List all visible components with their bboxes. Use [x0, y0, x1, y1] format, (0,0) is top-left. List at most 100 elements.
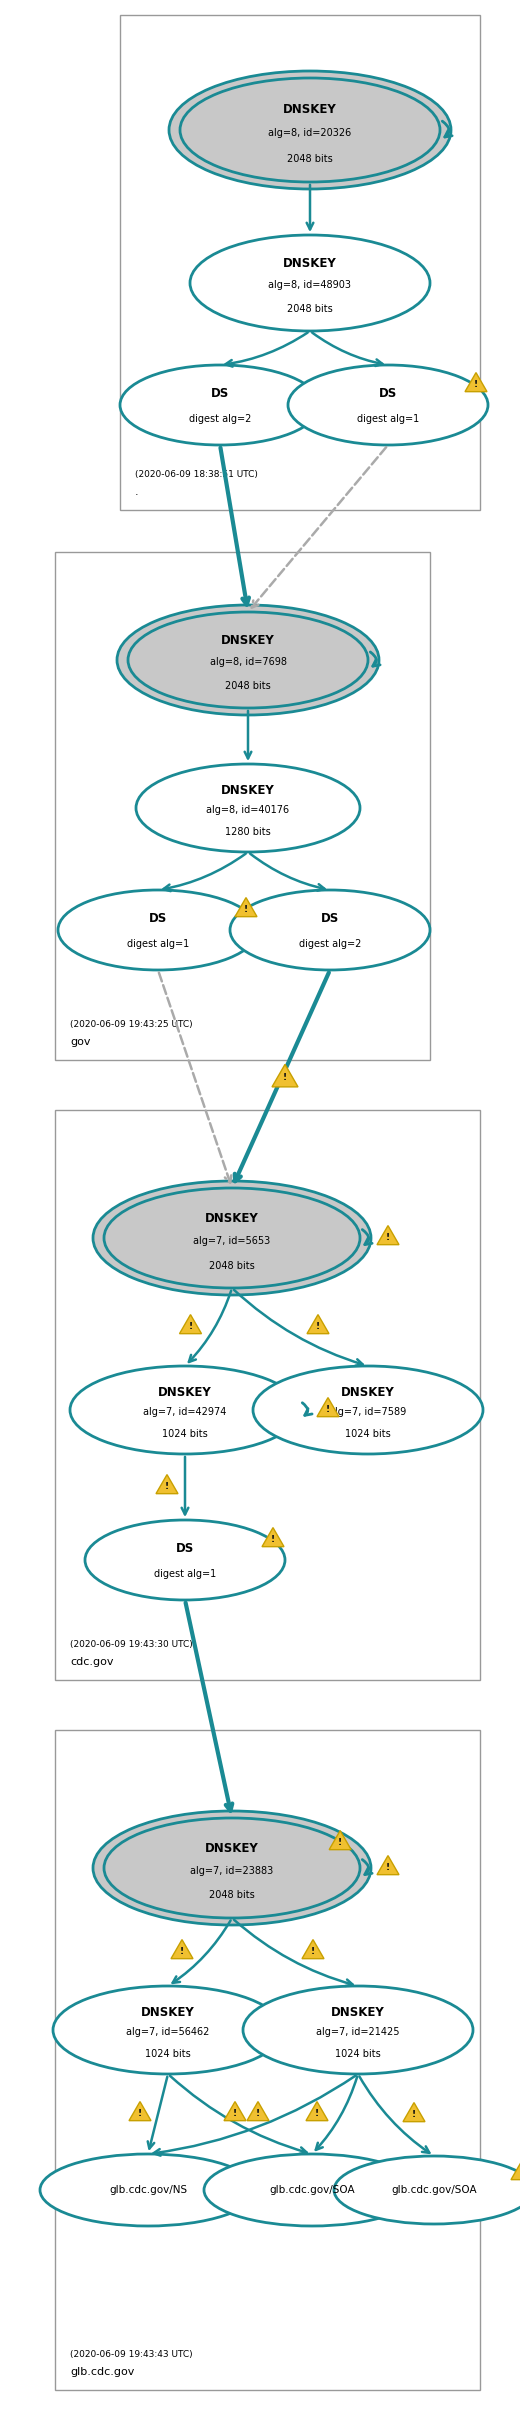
Text: alg=7, id=56462: alg=7, id=56462: [126, 2028, 210, 2038]
Ellipse shape: [243, 1987, 473, 2074]
Text: glb.cdc.gov: glb.cdc.gov: [70, 2366, 134, 2376]
Text: 2048 bits: 2048 bits: [225, 682, 271, 691]
Text: !: !: [271, 1535, 275, 1544]
Text: alg=8, id=20326: alg=8, id=20326: [268, 128, 352, 138]
Text: DNSKEY: DNSKEY: [158, 1385, 212, 1399]
Ellipse shape: [230, 889, 430, 969]
Polygon shape: [224, 2103, 246, 2120]
Ellipse shape: [70, 1366, 300, 1455]
Polygon shape: [306, 2103, 328, 2120]
Text: DNSKEY: DNSKEY: [283, 256, 337, 271]
Polygon shape: [307, 1315, 329, 1334]
Text: !: !: [311, 1946, 315, 1955]
Text: glb.cdc.gov/SOA: glb.cdc.gov/SOA: [269, 2185, 355, 2195]
Ellipse shape: [334, 2156, 520, 2224]
Polygon shape: [465, 372, 487, 392]
Text: !: !: [188, 1322, 192, 1329]
Text: !: !: [138, 2108, 142, 2117]
Text: !: !: [180, 1946, 184, 1955]
Text: digest alg=2: digest alg=2: [189, 413, 251, 423]
Text: DNSKEY: DNSKEY: [341, 1385, 395, 1399]
Text: DNSKEY: DNSKEY: [283, 102, 337, 116]
Polygon shape: [403, 2103, 425, 2122]
Ellipse shape: [204, 2154, 420, 2226]
Text: (2020-06-09 19:43:43 UTC): (2020-06-09 19:43:43 UTC): [70, 2349, 192, 2359]
Polygon shape: [171, 1938, 193, 1958]
Text: 1024 bits: 1024 bits: [162, 1428, 208, 1438]
Text: DS: DS: [321, 911, 339, 926]
Text: alg=8, id=7698: alg=8, id=7698: [210, 657, 287, 667]
Text: .: .: [135, 486, 139, 498]
Text: DNSKEY: DNSKEY: [205, 1842, 259, 1854]
Ellipse shape: [53, 1987, 283, 2074]
Text: DNSKEY: DNSKEY: [221, 783, 275, 798]
Text: 1024 bits: 1024 bits: [145, 2050, 191, 2059]
Polygon shape: [247, 2103, 269, 2120]
Text: alg=8, id=48903: alg=8, id=48903: [268, 280, 352, 290]
Text: DS: DS: [379, 387, 397, 401]
Text: !: !: [338, 1837, 342, 1847]
Text: !: !: [165, 1482, 169, 1491]
Ellipse shape: [136, 764, 360, 853]
Text: 1024 bits: 1024 bits: [335, 2050, 381, 2059]
FancyBboxPatch shape: [55, 1731, 480, 2390]
Ellipse shape: [120, 365, 320, 445]
Text: (2020-06-09 18:38:51 UTC): (2020-06-09 18:38:51 UTC): [135, 469, 258, 479]
Polygon shape: [329, 1830, 351, 1849]
Text: DS: DS: [149, 911, 167, 926]
Text: alg=7, id=7589: alg=7, id=7589: [329, 1407, 407, 1416]
Polygon shape: [272, 1063, 298, 1088]
Text: 2048 bits: 2048 bits: [287, 155, 333, 164]
Text: (2020-06-09 19:43:30 UTC): (2020-06-09 19:43:30 UTC): [70, 1639, 193, 1648]
Ellipse shape: [128, 612, 368, 708]
Polygon shape: [317, 1397, 339, 1416]
Polygon shape: [262, 1528, 284, 1547]
Ellipse shape: [169, 70, 451, 189]
Text: !: !: [326, 1404, 330, 1414]
FancyBboxPatch shape: [55, 1109, 480, 1680]
Text: DNSKEY: DNSKEY: [205, 1211, 259, 1225]
Text: 2048 bits: 2048 bits: [209, 1262, 255, 1271]
Text: alg=7, id=5653: alg=7, id=5653: [193, 1235, 270, 1245]
Polygon shape: [129, 2103, 151, 2120]
Text: !: !: [474, 379, 478, 389]
Text: !: !: [244, 904, 248, 914]
Text: alg=7, id=21425: alg=7, id=21425: [316, 2028, 400, 2038]
Text: !: !: [283, 1073, 287, 1083]
Text: 1024 bits: 1024 bits: [345, 1428, 391, 1438]
Text: DNSKEY: DNSKEY: [331, 2006, 385, 2018]
Ellipse shape: [104, 1818, 360, 1919]
Ellipse shape: [180, 77, 440, 181]
Polygon shape: [235, 897, 257, 916]
Ellipse shape: [253, 1366, 483, 1455]
Text: digest alg=1: digest alg=1: [154, 1569, 216, 1578]
Polygon shape: [302, 1938, 324, 1958]
Text: DS: DS: [176, 1542, 194, 1554]
Ellipse shape: [288, 365, 488, 445]
Text: !: !: [256, 2108, 260, 2117]
Text: glb.cdc.gov/SOA: glb.cdc.gov/SOA: [391, 2185, 477, 2195]
Polygon shape: [179, 1315, 202, 1334]
Polygon shape: [377, 1225, 399, 1245]
Text: glb.cdc.gov/NS: glb.cdc.gov/NS: [109, 2185, 187, 2195]
Text: digest alg=2: digest alg=2: [299, 938, 361, 950]
Text: alg=7, id=23883: alg=7, id=23883: [190, 1866, 274, 1876]
Text: digest alg=1: digest alg=1: [127, 938, 189, 950]
Polygon shape: [156, 1474, 178, 1494]
Polygon shape: [377, 1856, 399, 1876]
Text: DS: DS: [211, 387, 229, 401]
Polygon shape: [511, 2161, 520, 2180]
Ellipse shape: [93, 1182, 371, 1296]
Text: digest alg=1: digest alg=1: [357, 413, 419, 423]
Text: !: !: [315, 2108, 319, 2117]
Text: (2020-06-09 19:43:25 UTC): (2020-06-09 19:43:25 UTC): [70, 1020, 192, 1030]
Text: alg=7, id=42974: alg=7, id=42974: [144, 1407, 227, 1416]
Text: 2048 bits: 2048 bits: [209, 1890, 255, 1900]
Text: DNSKEY: DNSKEY: [141, 2006, 195, 2018]
Text: alg=8, id=40176: alg=8, id=40176: [206, 805, 290, 815]
Text: !: !: [316, 1322, 320, 1329]
FancyBboxPatch shape: [120, 15, 480, 510]
Ellipse shape: [40, 2154, 256, 2226]
Text: cdc.gov: cdc.gov: [70, 1658, 113, 1668]
Text: 2048 bits: 2048 bits: [287, 305, 333, 314]
